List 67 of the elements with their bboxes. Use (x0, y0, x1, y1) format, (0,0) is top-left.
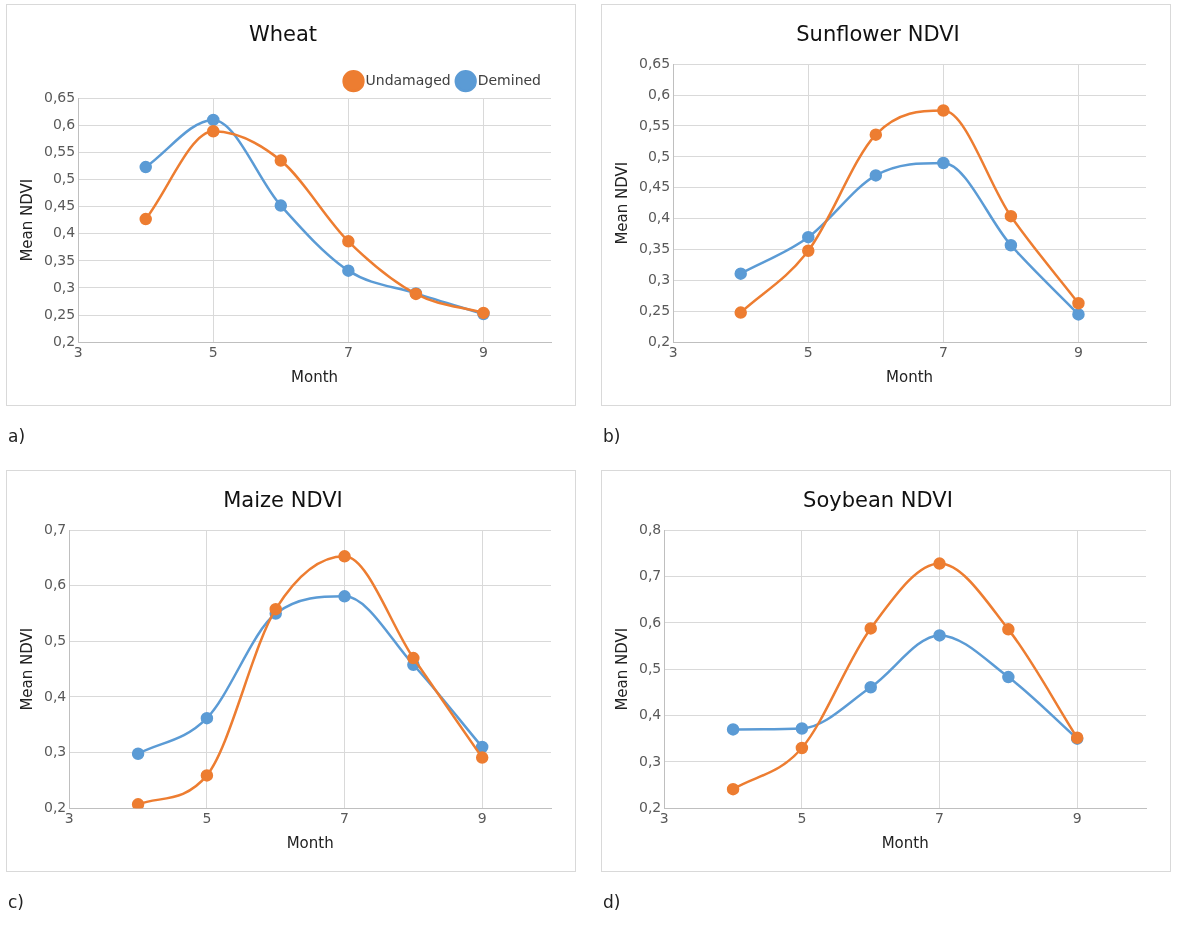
legend-label: Demined (477, 71, 541, 88)
y-tick-label: 0,45 (44, 197, 76, 214)
y-tick-label: 0,3 (44, 743, 67, 760)
chart-title: Wheat (248, 22, 318, 47)
y-tick-label: 0,65 (44, 88, 76, 105)
text: d) (603, 892, 622, 912)
y-tick-label: 0,4 (639, 706, 662, 723)
y-tick-label: 0,5 (647, 147, 671, 164)
x-tick-label: 7 (935, 810, 944, 827)
x-tick-label: 9 (1072, 810, 1082, 827)
y-tick-label: 0,2 (52, 332, 76, 349)
x-axis-title: Month (886, 367, 934, 386)
text: c) (8, 892, 25, 912)
y-tick-label: 0,7 (44, 520, 67, 537)
y-tick-label: 0,4 (44, 687, 67, 704)
x-tick-label: 5 (797, 810, 807, 827)
x-tick-label: 9 (1073, 344, 1083, 361)
y-axis-title: Mean NDVI (17, 178, 36, 262)
x-tick-label: 9 (477, 810, 487, 827)
x-axis-title: Month (881, 833, 929, 852)
y-tick-label: 0,2 (639, 798, 662, 815)
y-tick-label: 0,4 (52, 224, 76, 241)
y-tick-label: 0,7 (639, 567, 662, 584)
x-tick-label: 7 (938, 344, 948, 361)
y-tick-label: 0,3 (639, 752, 662, 769)
y-tick-label: 0,4 (647, 209, 671, 226)
x-tick-label: 3 (659, 810, 669, 827)
x-tick-label: 7 (343, 344, 353, 361)
y-tick-label: 0,25 (44, 305, 76, 322)
y-tick-label: 0,6 (44, 576, 67, 593)
x-tick-label: 3 (64, 810, 74, 827)
y-axis-title: Mean NDVI (612, 161, 631, 245)
chart-title: Sunflower NDVI (796, 22, 960, 47)
text: b) (603, 426, 622, 446)
y-tick-label: 0,6 (647, 85, 671, 102)
x-axis-title: Month (291, 367, 339, 386)
x-axis-title: Month (286, 833, 334, 852)
x-tick-label: 5 (202, 810, 212, 827)
y-tick-label: 0,5 (639, 659, 662, 676)
text: a) (8, 426, 27, 446)
y-axis-title: Mean NDVI (17, 627, 36, 711)
y-tick-label: 0,35 (44, 251, 76, 268)
y-tick-label: 0,25 (639, 301, 671, 318)
y-tick-label: 0,8 (639, 520, 662, 537)
y-tick-label: 0,55 (44, 143, 76, 160)
chart-title: Soybean NDVI (803, 488, 953, 513)
y-tick-label: 0,3 (647, 271, 671, 288)
y-tick-label: 0,2 (44, 798, 67, 815)
y-tick-label: 0,5 (44, 632, 67, 649)
x-tick-label: 3 (73, 344, 83, 361)
y-axis-title: Mean NDVI (612, 627, 631, 711)
x-tick-label: 3 (668, 344, 678, 361)
y-tick-label: 0,55 (639, 116, 671, 133)
y-tick-label: 0,6 (52, 115, 76, 132)
y-tick-label: 0,3 (52, 278, 76, 295)
y-tick-label: 0,35 (639, 240, 671, 257)
y-tick-label: 0,65 (639, 54, 671, 71)
legend-label: Undamaged (365, 71, 451, 88)
y-tick-label: 0,45 (639, 178, 671, 195)
x-tick-label: 5 (803, 344, 813, 361)
x-tick-label: 7 (340, 810, 349, 827)
y-tick-label: 0,5 (52, 170, 76, 187)
x-tick-label: 5 (208, 344, 218, 361)
x-tick-label: 9 (478, 344, 488, 361)
chart-title: Maize NDVI (223, 488, 343, 513)
y-tick-label: 0,2 (647, 332, 671, 349)
y-tick-label: 0,6 (639, 613, 662, 630)
